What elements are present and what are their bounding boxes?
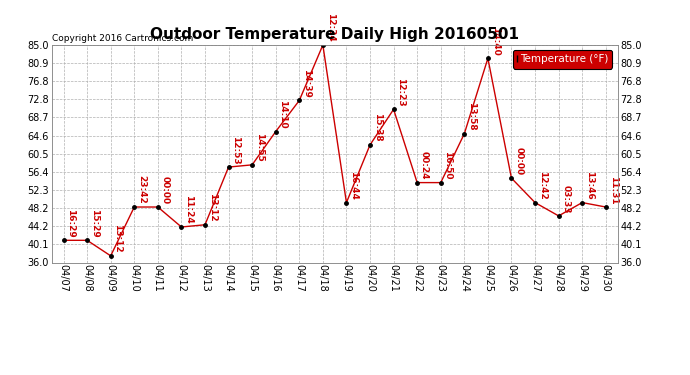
Text: 14:40: 14:40	[491, 27, 500, 56]
Text: 12:53: 12:53	[231, 136, 240, 164]
Text: 16:29: 16:29	[66, 209, 75, 237]
Text: 00:00: 00:00	[514, 147, 523, 176]
Text: 15:29: 15:29	[90, 209, 99, 237]
Text: 11:24: 11:24	[184, 195, 193, 224]
Text: 11:31: 11:31	[609, 176, 618, 204]
Text: Copyright 2016 Cartronics.com: Copyright 2016 Cartronics.com	[52, 34, 193, 43]
Text: 15:38: 15:38	[373, 114, 382, 142]
Text: 13:46: 13:46	[585, 171, 594, 200]
Text: 14:10: 14:10	[279, 100, 288, 129]
Text: 12:42: 12:42	[538, 171, 546, 200]
Text: 13:12: 13:12	[113, 225, 122, 253]
Text: 23:42: 23:42	[137, 176, 146, 204]
Text: 12:23: 12:23	[396, 78, 405, 106]
Text: 00:00: 00:00	[161, 176, 170, 204]
Text: 00:24: 00:24	[420, 152, 429, 180]
Text: 16:44: 16:44	[349, 171, 358, 200]
Title: Outdoor Temperature Daily High 20160501: Outdoor Temperature Daily High 20160501	[150, 27, 519, 42]
Text: 16:50: 16:50	[444, 152, 453, 180]
Legend: Temperature (°F): Temperature (°F)	[513, 50, 612, 69]
Text: 13:58: 13:58	[467, 102, 476, 131]
Text: 13:12: 13:12	[208, 194, 217, 222]
Text: 14:55: 14:55	[255, 134, 264, 162]
Text: 03:33: 03:33	[562, 184, 571, 213]
Text: 14:39: 14:39	[302, 69, 311, 98]
Text: 12:34: 12:34	[326, 13, 335, 42]
